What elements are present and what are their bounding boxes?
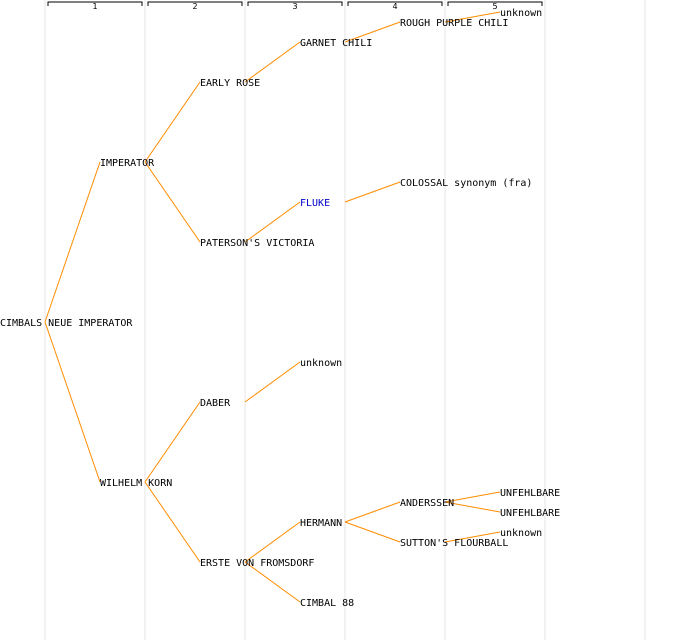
tree-edge — [144, 401, 201, 483]
variety-label: CIMBALS NEUE IMPERATOR — [0, 318, 133, 329]
variety-label: PATERSON'S VICTORIA — [200, 238, 314, 249]
tree-edge — [244, 361, 301, 403]
generation-number: 2 — [192, 2, 197, 11]
tree-edge — [244, 41, 301, 83]
generation-bracket — [247, 1, 343, 6]
generation-number: 3 — [292, 2, 297, 11]
variety-label: ROUGH PURPLE CHILI — [400, 18, 508, 29]
tree-edge — [244, 561, 301, 603]
variety-label: unknown — [500, 528, 542, 539]
generation-number: 1 — [92, 2, 97, 11]
generation-columns — [44, 0, 646, 640]
tree-edge — [344, 21, 401, 43]
tree-edge — [344, 521, 401, 543]
variety-label: unknown — [300, 358, 342, 369]
generation-bracket — [47, 1, 143, 6]
variety-label: DABER — [200, 398, 231, 409]
variety-label: GARNET CHILI — [300, 38, 372, 49]
variety-label: CIMBAL 88 — [300, 598, 354, 609]
variety-label: UNFEHLBARE — [500, 488, 560, 499]
tree-edge — [444, 11, 501, 23]
tree-edge — [344, 501, 401, 523]
tree-edge — [244, 201, 301, 243]
generation-number: 5 — [492, 2, 497, 11]
variety-label: unknown — [500, 8, 542, 19]
variety-label: IMPERATOR — [100, 158, 155, 169]
tree-edge — [444, 531, 501, 543]
tree-edge — [444, 491, 501, 503]
variety-label: HERMANN — [300, 518, 342, 529]
variety-label: UNFEHLBARE — [500, 508, 560, 519]
tree-edges — [44, 11, 501, 603]
tree-edge — [444, 501, 501, 513]
tree-edge — [44, 161, 101, 323]
tree-edge — [344, 181, 401, 203]
tree-edge — [144, 481, 201, 563]
variety-link[interactable]: FLUKE — [300, 198, 330, 209]
generation-bracket — [347, 1, 443, 6]
variety-label: COLOSSAL synonym (fra) — [400, 178, 532, 189]
tree-edge — [144, 81, 201, 163]
variety-label: EARLY ROSE — [200, 78, 260, 89]
generation-header: 1 2 3 4 5 — [47, 1, 543, 11]
generation-number: 4 — [392, 2, 397, 11]
tree-edge — [144, 161, 201, 243]
tree-edge — [244, 521, 301, 563]
generation-bracket — [447, 1, 543, 6]
variety-label: ANDERSSEN — [400, 498, 454, 509]
generation-bracket — [147, 1, 243, 6]
variety-label: SUTTON'S FLOURBALL — [400, 538, 508, 549]
variety-label: ERSTE VON FROMSDORF — [200, 558, 314, 569]
variety-label: WILHELM KORN — [100, 478, 172, 489]
tree-edge — [44, 321, 101, 483]
